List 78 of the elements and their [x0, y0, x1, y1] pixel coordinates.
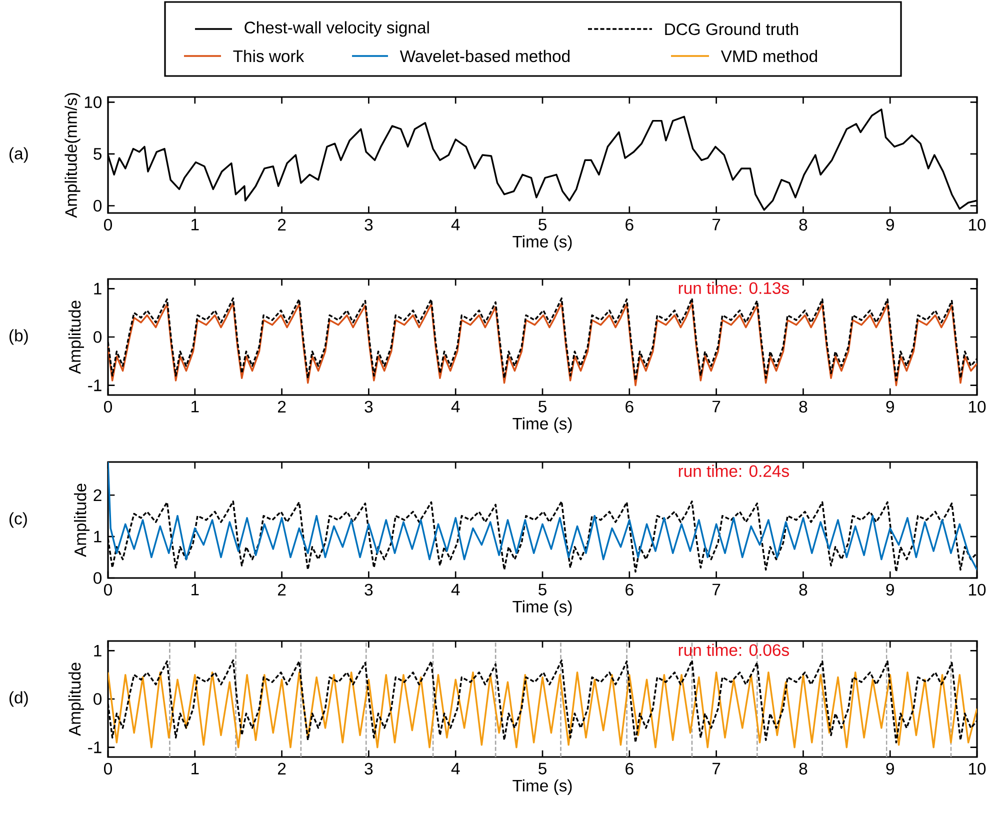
x-tick-label: 10 — [969, 400, 986, 413]
y-tick-label: 1 — [94, 282, 102, 294]
x-tick-label: 8 — [799, 400, 808, 413]
x-tick-label: 9 — [886, 762, 894, 775]
x-tick-label: 0 — [104, 400, 112, 413]
y-axis-title: Amplitude — [74, 484, 90, 558]
x-tick-label: 5 — [538, 218, 546, 230]
y-tick-label: -1 — [88, 380, 102, 392]
x-tick-label: 3 — [364, 218, 373, 231]
x-tick-label: 9 — [886, 584, 894, 596]
y-tick-label: 0 — [94, 572, 102, 584]
x-tick-label: 5 — [538, 762, 546, 774]
y-axis-title: Amplitude — [68, 662, 84, 736]
text: (b) — [10, 329, 28, 345]
x-tick-label: 4 — [451, 762, 460, 774]
line-series — [108, 672, 978, 748]
x-tick-label: 10 — [969, 584, 986, 596]
y-tick-label: 1 — [94, 530, 102, 542]
x-tick-label: 8 — [799, 762, 808, 775]
annotation: run time: 0.24s — [678, 464, 789, 477]
x-tick-label: 7 — [712, 584, 720, 596]
x-tick-label: 7 — [712, 762, 720, 774]
legend-label: Wavelet-based method — [400, 50, 570, 62]
x-tick-label: 1 — [192, 218, 199, 230]
x-tick-label: 7 — [712, 218, 720, 230]
legend-label: Chest-wall velocity signal — [244, 21, 429, 37]
x-tick-label: 10 — [969, 218, 986, 231]
legend-label: DCG Ground truth — [665, 22, 798, 36]
x-tick-label: 1 — [192, 584, 199, 596]
x-tick-label: 6 — [626, 400, 634, 413]
x-tick-label: 3 — [364, 584, 373, 596]
x-tick-label: 9 — [886, 218, 894, 231]
x-tick-label: 0 — [104, 762, 112, 775]
x-tick-label: 7 — [712, 400, 720, 412]
y-tick-label: 0 — [94, 200, 102, 212]
x-tick-label: 1 — [192, 762, 199, 774]
x-tick-label: 9 — [886, 400, 894, 413]
y-axis-title: Amplitude(mm/s) — [64, 93, 80, 218]
x-axis-title: Time (s) — [512, 600, 572, 616]
y-tick-label: 5 — [94, 148, 102, 160]
x-tick-label: 8 — [799, 218, 808, 231]
y-tick-label: 1 — [94, 644, 102, 656]
x-tick-label: 8 — [799, 584, 808, 596]
x-tick-label: 4 — [451, 584, 460, 596]
x-tick-label: 3 — [364, 762, 373, 775]
x-tick-label: 1 — [192, 400, 199, 412]
x-axis-title: Time (s) — [512, 417, 572, 433]
x-tick-label: 2 — [278, 400, 286, 412]
y-axis-title: Amplitude — [68, 300, 84, 374]
x-tick-label: 6 — [626, 218, 634, 231]
legend-label: VMD method — [720, 50, 817, 62]
y-tick-label: 2 — [94, 489, 102, 501]
x-axis-title: Time (s) — [512, 779, 572, 795]
annotation: run time: 0.06s — [678, 644, 789, 656]
x-tick-label: 4 — [451, 218, 460, 230]
text: (d) — [10, 691, 28, 707]
x-tick-label: 3 — [364, 400, 373, 413]
legend-label: This work — [233, 50, 304, 62]
x-axis-title: Time (s) — [512, 235, 572, 251]
x-tick-label: 2 — [278, 218, 286, 230]
text: (a) — [10, 147, 28, 163]
text: (c) — [10, 512, 27, 528]
line-series — [108, 462, 978, 571]
x-tick-label: 10 — [969, 762, 986, 775]
x-tick-label: 0 — [104, 584, 112, 596]
x-tick-label: 2 — [278, 584, 286, 596]
x-tick-label: 5 — [538, 584, 546, 596]
x-tick-label: 2 — [278, 762, 286, 774]
x-tick-label: 6 — [626, 762, 634, 775]
y-tick-label: 0 — [94, 331, 102, 343]
y-tick-label: 0 — [94, 693, 102, 705]
x-tick-label: 4 — [451, 400, 460, 412]
annotation: run time: 0.13s — [678, 282, 789, 294]
x-tick-label: 5 — [538, 400, 546, 412]
x-tick-label: 0 — [104, 218, 112, 231]
x-tick-label: 6 — [626, 584, 634, 596]
y-tick-label: -1 — [88, 742, 102, 754]
y-tick-label: 10 — [84, 96, 102, 108]
